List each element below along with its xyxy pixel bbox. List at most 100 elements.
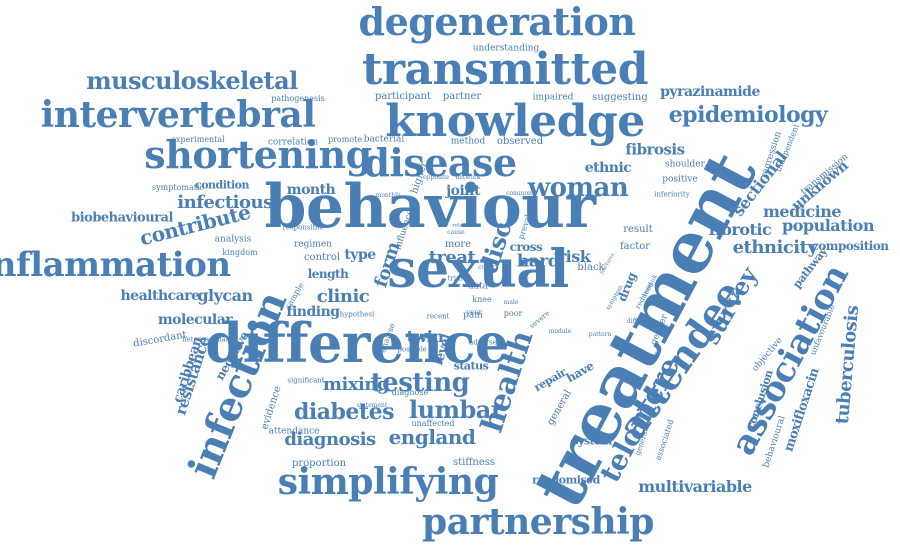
word-participant: participant <box>375 91 431 102</box>
word-bacterial: bacterial <box>363 134 405 145</box>
word-pathogenesis: pathogenesis <box>271 94 325 103</box>
word-impaired: impaired <box>532 92 574 103</box>
word-simplifying: simplifying <box>277 461 499 503</box>
word-observed: observed <box>496 136 544 147</box>
word-regimen: regimen <box>294 239 332 250</box>
word-proportion: proportion <box>291 458 347 469</box>
word-biobehavioural: biobehavioural <box>71 210 173 226</box>
word-mixing: mixing <box>322 374 390 395</box>
word-hypothesi: hypothesi <box>339 310 375 319</box>
word-tuberculosis: tuberculosis <box>831 304 864 426</box>
word-epidemiology: epidemiology <box>668 102 828 128</box>
word-pyrazinamide: pyrazinamide <box>660 84 760 100</box>
word-opposite: opposite <box>423 174 449 181</box>
word-hard: hard <box>516 251 560 272</box>
word-evidence: evidence <box>259 384 284 431</box>
word-black: black <box>577 262 605 273</box>
word-statement: statement <box>356 402 388 409</box>
word-condition: condition <box>195 178 250 192</box>
word-ethnicity: ethnicity <box>732 237 818 258</box>
word-module: module <box>548 328 572 335</box>
word-difference: difference <box>205 311 509 375</box>
word-diagnose: diagnose <box>391 388 429 397</box>
word-disease: disease <box>363 140 517 185</box>
word-cause: cause <box>447 229 465 236</box>
word-inflammation: inflammation <box>0 245 231 285</box>
word-healthcare: healthcare <box>120 288 201 304</box>
word-musculoskeletal: musculoskeletal <box>86 66 298 95</box>
word-method: method <box>450 136 486 147</box>
word-molecular: molecular <box>157 312 233 328</box>
word-stiffness: stiffness <box>452 457 496 468</box>
word-behaviour: behaviour <box>264 172 596 242</box>
word-risk: risk <box>557 247 591 266</box>
word-fractures: fractures <box>599 252 616 276</box>
word-treat: treat <box>428 247 476 268</box>
word-recent: recent <box>426 312 450 321</box>
word-fibrosis: fibrosis <box>625 140 685 159</box>
word-partner: partner <box>442 91 482 102</box>
word-transmitted: transmitted <box>362 44 648 95</box>
word-promote: promote <box>327 135 363 144</box>
word-relative: relative <box>452 222 472 229</box>
word-correlation: correlation <box>267 137 319 148</box>
word-network: network <box>455 174 481 181</box>
word-data: data <box>467 281 489 292</box>
word-male: male <box>503 299 519 306</box>
word-heterosexual: heterosexual <box>182 335 228 344</box>
word-attendance: attendance <box>268 426 320 437</box>
word-result: result <box>623 224 653 235</box>
word-experimental: experimental <box>171 135 225 144</box>
word-inferiority: inferiority <box>654 190 690 199</box>
word-testing: testing <box>370 368 470 398</box>
word-kingdom: kingdom <box>222 248 258 257</box>
word-system: system <box>572 434 612 448</box>
word-understanding: understanding <box>472 43 540 54</box>
word-poor: poor <box>503 309 523 318</box>
word-lumbar: lumbar <box>409 395 503 424</box>
word-ethnic: ethnic <box>584 160 632 176</box>
word-pattern: pattern <box>588 331 612 338</box>
word-finding: finding <box>286 304 340 320</box>
word-unaffected: unaffected <box>411 419 455 428</box>
word-possible: possible <box>397 345 427 354</box>
word-significant: significant <box>287 376 325 385</box>
word-sexual: sexual <box>387 239 569 300</box>
word-discordant: discordant <box>132 329 188 350</box>
word-diagnosis: diagnosis <box>284 429 376 450</box>
word-twin: twin <box>406 327 444 346</box>
word-symptomatic: symptomatic <box>152 183 204 192</box>
word-england: england <box>388 425 476 449</box>
word-clinic: clinic <box>316 286 370 307</box>
word-status: status <box>453 359 489 373</box>
word-month: month <box>286 182 336 198</box>
word-pain: pain <box>463 310 483 321</box>
word-year: year <box>466 308 482 317</box>
word-shoulder: shoulder <box>665 159 705 170</box>
word-adverse: adverse <box>469 338 497 347</box>
word-population: population <box>782 216 874 235</box>
word-composition: composition <box>811 239 889 253</box>
word-partnership: partnership <box>422 501 654 543</box>
word-randomised: randomised <box>532 473 600 487</box>
word-infectious: infectious <box>177 192 273 213</box>
word-more: more <box>444 239 472 250</box>
word-cohort: cohort <box>478 264 498 271</box>
word-positive: positive <box>662 174 698 185</box>
word-knee: knee <box>472 295 492 304</box>
word-different: different <box>626 318 654 325</box>
word-common: common <box>506 190 532 197</box>
word-multivariable: multivariable <box>638 477 752 496</box>
word-length: length <box>307 267 349 281</box>
word-responsible: responsible <box>282 223 324 232</box>
word-diabetes: diabetes <box>294 399 394 425</box>
word-control: control <box>303 252 341 263</box>
word-suggesting: suggesting <box>592 92 648 103</box>
word-woman: woman <box>527 173 629 203</box>
word-knowledge: knowledge <box>385 96 645 147</box>
word-fibrotic: fibrotic <box>708 220 772 239</box>
word-degeneration: degeneration <box>358 0 636 44</box>
word-joint: joint <box>446 183 480 199</box>
word-cross: cross <box>509 240 543 254</box>
